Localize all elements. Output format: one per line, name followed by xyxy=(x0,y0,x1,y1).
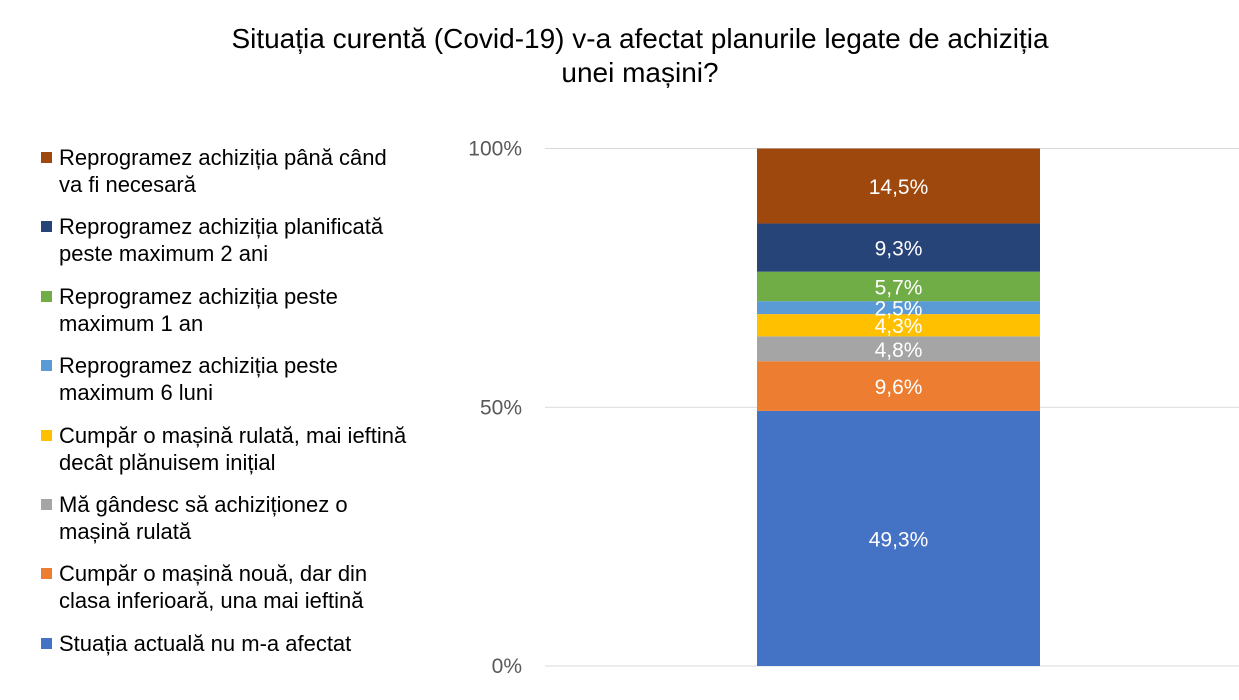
legend-label: Reprogramez achiziția până când va fi ne… xyxy=(59,145,387,197)
bar-segment-2 xyxy=(757,361,1040,411)
legend-label: Reprogramez achiziția peste maximum 1 an xyxy=(59,283,338,336)
y-tick-label: 50% xyxy=(480,396,522,419)
legend-item: Cumpăr o mașină nouă, dar din clasa infe… xyxy=(38,560,458,614)
bar-segment-5 xyxy=(757,301,1040,315)
y-tick-label: 0% xyxy=(492,655,522,678)
legend-item: Cumpăr o mașină rulată, mai ieftină decâ… xyxy=(38,422,458,476)
legend-label: Mă gândesc să achiziționez o mașină rula… xyxy=(59,492,348,544)
chart-title: Situația curentă (Covid-19) v-a afectat … xyxy=(231,23,1049,88)
legend-label: Reprogramez achiziția planificată peste … xyxy=(59,214,384,267)
legend-swatch xyxy=(41,152,52,163)
legend-label: Reprogramez achiziția peste maximum 6 lu… xyxy=(59,353,338,406)
legend-label: Cumpăr o mașină rulată, mai ieftină decâ… xyxy=(59,422,407,475)
bar-segment-4 xyxy=(757,314,1040,337)
legend-swatch xyxy=(41,429,52,441)
legend-item: Mă gândesc să achiziționez o mașină rula… xyxy=(38,491,458,545)
y-tick-label: 100% xyxy=(468,138,522,161)
legend-item: Reprogramez achiziția peste maximum 1 an xyxy=(38,283,458,337)
bar-segment-1 xyxy=(757,410,1040,666)
data-label-6: 5,7% xyxy=(875,276,923,299)
data-label-4: 4,3% xyxy=(875,315,923,338)
data-label-5: 2,5% xyxy=(875,298,923,321)
legend-label: Stuația actuală nu m-a afectat xyxy=(59,630,352,656)
legend-item: Reprogramez achiziția planificată peste … xyxy=(38,213,458,267)
legend-swatch xyxy=(41,568,52,580)
data-label-7: 9,3% xyxy=(875,238,923,261)
legend-item: Reprogramez achiziția peste maximum 6 lu… xyxy=(38,352,458,406)
legend-swatch xyxy=(41,221,52,233)
data-label-3: 4,8% xyxy=(875,339,923,362)
data-label-8: 14,5% xyxy=(869,176,929,199)
bar-segment-7 xyxy=(757,223,1040,272)
legend-item: Reprogramez achiziția până când va fi ne… xyxy=(38,144,458,198)
data-label-2: 9,6% xyxy=(875,376,923,399)
legend-label: Cumpăr o mașină nouă, dar din clasa infe… xyxy=(59,561,368,614)
legend-swatch xyxy=(41,360,52,372)
bar-segment-6 xyxy=(757,271,1040,302)
legend-swatch xyxy=(41,290,52,302)
legend-swatch xyxy=(41,637,52,649)
legend-swatch xyxy=(41,499,52,510)
legend-item: Stuația actuală nu m-a afectat xyxy=(38,630,458,657)
data-label-1: 49,3% xyxy=(869,528,929,551)
bar-segment-8 xyxy=(757,148,1040,224)
bar-segment-3 xyxy=(757,336,1040,362)
